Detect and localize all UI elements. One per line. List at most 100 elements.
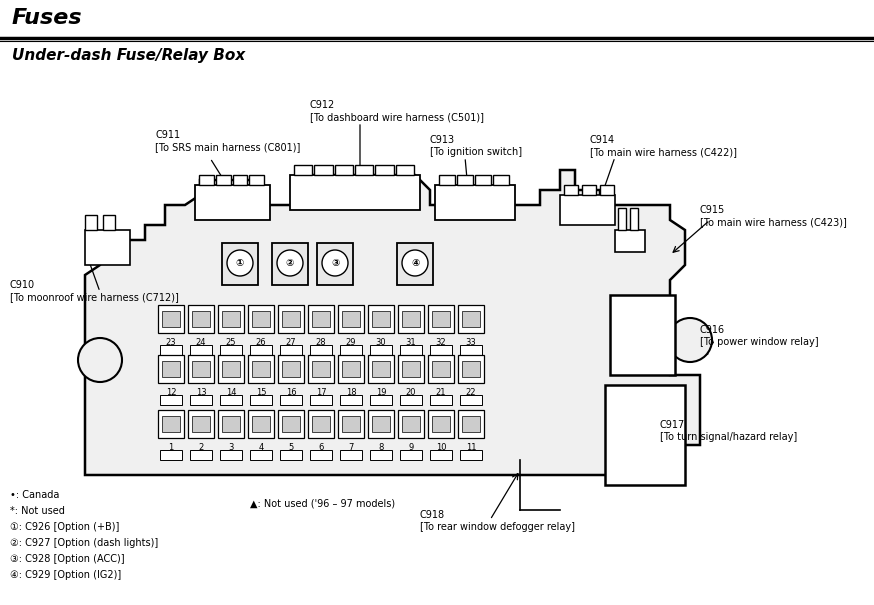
Bar	[402, 311, 420, 327]
Text: 32: 32	[435, 338, 447, 347]
Bar	[398, 305, 424, 333]
Bar	[462, 416, 480, 432]
Bar	[335, 165, 353, 175]
Bar	[162, 311, 180, 327]
Bar	[280, 450, 302, 460]
Bar	[222, 311, 240, 327]
Bar	[340, 345, 362, 355]
Text: ▲: Not used ('96 – 97 models): ▲: Not used ('96 – 97 models)	[250, 498, 395, 508]
Text: 10: 10	[436, 443, 447, 452]
Bar	[308, 410, 334, 438]
Text: 22: 22	[466, 388, 476, 397]
Bar	[218, 355, 244, 383]
Bar	[430, 345, 452, 355]
Bar	[582, 185, 596, 195]
Bar	[252, 311, 270, 327]
Bar	[375, 165, 393, 175]
Bar	[430, 450, 452, 460]
Bar	[162, 416, 180, 432]
Bar	[278, 355, 304, 383]
Text: 14: 14	[225, 388, 236, 397]
Bar	[278, 410, 304, 438]
Text: C910
[To moonroof wire harness (C712)]: C910 [To moonroof wire harness (C712)]	[10, 280, 179, 302]
Polygon shape	[85, 170, 700, 475]
Text: 12: 12	[166, 388, 177, 397]
Bar	[396, 165, 414, 175]
Text: 5: 5	[288, 443, 294, 452]
Text: C911
[To SRS main harness (C801)]: C911 [To SRS main harness (C801)]	[155, 130, 301, 152]
Bar	[248, 305, 274, 333]
Bar	[85, 230, 130, 265]
Text: ③: C928 [Option (ACC)]: ③: C928 [Option (ACC)]	[10, 554, 125, 564]
Circle shape	[78, 338, 122, 382]
Bar	[218, 305, 244, 333]
Bar	[250, 345, 272, 355]
Text: 9: 9	[408, 443, 413, 452]
Bar	[222, 416, 240, 432]
Circle shape	[402, 250, 428, 276]
Bar	[188, 355, 214, 383]
Bar	[220, 395, 242, 405]
Bar	[458, 355, 484, 383]
Bar	[192, 416, 210, 432]
Bar	[192, 311, 210, 327]
Bar	[430, 395, 452, 405]
Bar	[457, 175, 473, 185]
Bar	[188, 410, 214, 438]
Bar	[232, 175, 247, 185]
Text: ④: ④	[411, 258, 420, 268]
Bar	[493, 175, 509, 185]
Bar	[308, 355, 334, 383]
Bar	[85, 215, 97, 230]
Bar	[460, 345, 482, 355]
Bar	[560, 195, 615, 225]
Bar	[310, 345, 332, 355]
Text: 15: 15	[256, 388, 267, 397]
Bar	[615, 230, 645, 252]
Text: 7: 7	[349, 443, 354, 452]
Bar	[372, 361, 390, 377]
Bar	[162, 361, 180, 377]
Text: 17: 17	[316, 388, 326, 397]
Bar	[372, 311, 390, 327]
Text: ②: C927 [Option (dash lights)]: ②: C927 [Option (dash lights)]	[10, 538, 158, 548]
Bar	[160, 345, 182, 355]
Bar	[250, 450, 272, 460]
Bar	[216, 175, 231, 185]
Text: 8: 8	[378, 443, 384, 452]
Bar	[342, 361, 360, 377]
Bar	[400, 345, 422, 355]
Bar	[475, 175, 491, 185]
Bar	[340, 450, 362, 460]
Bar	[195, 185, 270, 220]
Bar	[338, 410, 364, 438]
Text: 31: 31	[406, 338, 416, 347]
Bar	[158, 355, 184, 383]
Bar	[428, 410, 454, 438]
Text: 30: 30	[376, 338, 386, 347]
Bar	[439, 175, 455, 185]
Bar	[312, 361, 330, 377]
Bar	[250, 395, 272, 405]
Bar	[220, 450, 242, 460]
Text: Under-dash Fuse/Relay Box: Under-dash Fuse/Relay Box	[12, 48, 246, 63]
Text: *: Not used: *: Not used	[10, 506, 65, 516]
Bar	[248, 410, 274, 438]
Text: ①: C926 [Option (+B)]: ①: C926 [Option (+B)]	[10, 522, 120, 532]
Bar	[428, 355, 454, 383]
Text: ④: C929 [Option (IG2)]: ④: C929 [Option (IG2)]	[10, 570, 121, 580]
Text: 28: 28	[316, 338, 326, 347]
Bar	[564, 185, 578, 195]
Bar	[278, 305, 304, 333]
Bar	[222, 243, 258, 285]
Bar	[282, 361, 300, 377]
Bar	[400, 395, 422, 405]
Text: C918
[To rear window defogger relay]: C918 [To rear window defogger relay]	[420, 510, 575, 532]
Text: 6: 6	[318, 443, 323, 452]
Bar	[432, 311, 450, 327]
Bar	[435, 185, 515, 220]
Text: 20: 20	[406, 388, 416, 397]
Bar	[402, 416, 420, 432]
Bar	[370, 345, 392, 355]
Bar	[342, 416, 360, 432]
